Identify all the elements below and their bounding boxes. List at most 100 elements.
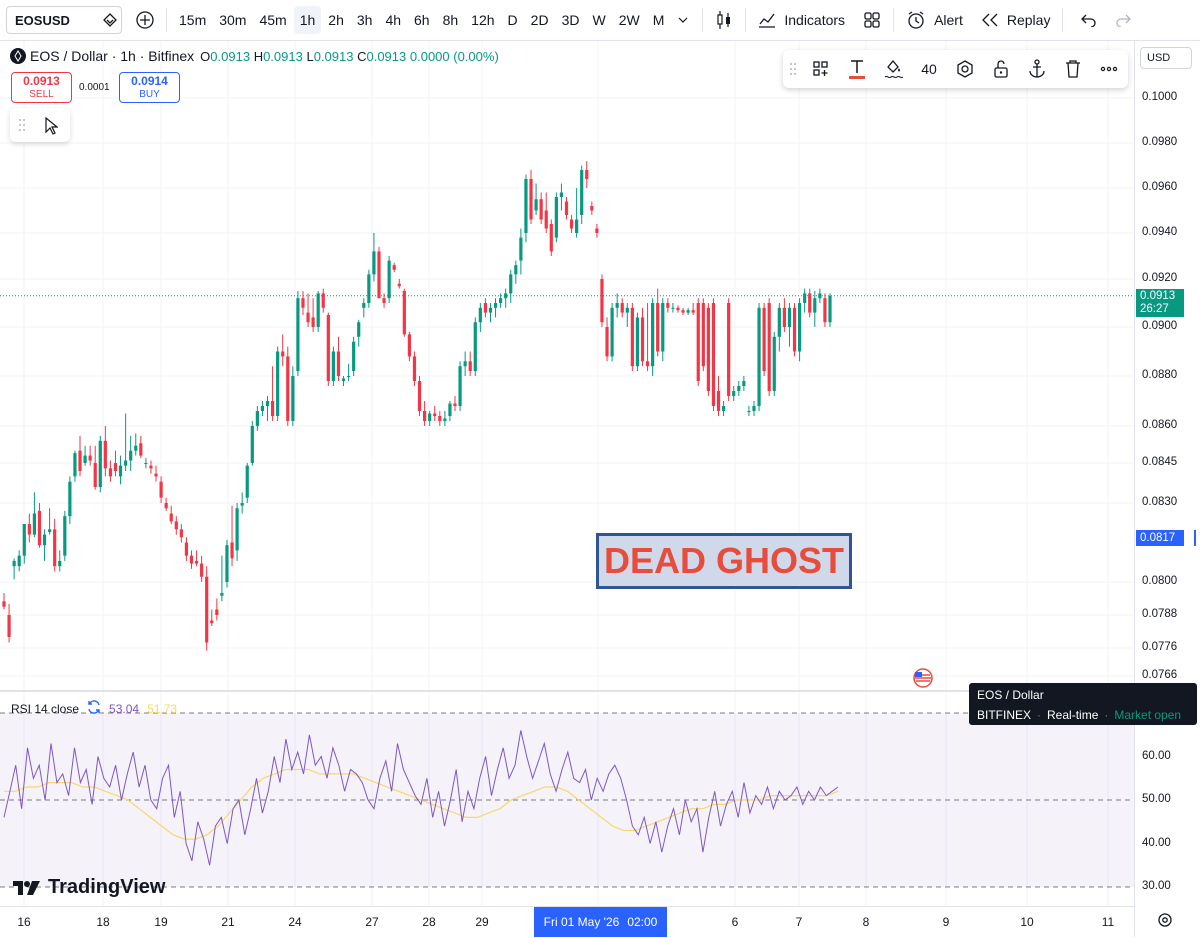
- candle[interactable]: [559, 183, 564, 211]
- candle[interactable]: [569, 215, 574, 233]
- candle[interactable]: [645, 303, 650, 372]
- symbol-name[interactable]: EOSUSD: [15, 12, 70, 28]
- candle[interactable]: [818, 288, 822, 303]
- redo-icon[interactable]: [1109, 6, 1137, 34]
- candle[interactable]: [742, 376, 746, 391]
- undo-icon[interactable]: [1075, 6, 1103, 34]
- candle[interactable]: [118, 455, 123, 485]
- interval-d[interactable]: D: [507, 12, 518, 28]
- candle[interactable]: [605, 317, 609, 362]
- chevron-down-icon[interactable]: [670, 6, 696, 34]
- cursor-arrow-icon[interactable]: [44, 116, 59, 140]
- drag-handle-icon[interactable]: [18, 118, 26, 137]
- trash-icon[interactable]: [1055, 53, 1091, 85]
- candle[interactable]: [590, 201, 594, 216]
- candle[interactable]: [473, 317, 477, 376]
- candle[interactable]: [661, 298, 665, 362]
- candle[interactable]: [488, 303, 493, 323]
- candle[interactable]: [276, 346, 280, 421]
- candle[interactable]: [346, 363, 351, 381]
- buy-button[interactable]: 0.0914 BUY: [119, 72, 180, 103]
- currency-button[interactable]: USD: [1140, 47, 1192, 69]
- interval-30m[interactable]: 30m: [219, 12, 247, 28]
- candle[interactable]: [311, 298, 315, 332]
- candle[interactable]: [134, 433, 138, 456]
- candle[interactable]: [220, 555, 224, 602]
- interval-4h[interactable]: 4h: [385, 12, 402, 28]
- candle[interactable]: [823, 293, 827, 327]
- candle[interactable]: [194, 550, 199, 567]
- candle[interactable]: [93, 445, 97, 490]
- candle[interactable]: [27, 513, 31, 543]
- interval-3h[interactable]: 3h: [356, 12, 373, 28]
- candle[interactable]: [377, 246, 381, 299]
- candle[interactable]: [412, 351, 417, 387]
- candle[interactable]: [407, 331, 411, 362]
- indicators-button[interactable]: Indicators: [752, 6, 851, 34]
- rsi-pane[interactable]: [0, 712, 1134, 888]
- interval-1h[interactable]: 1h: [293, 6, 322, 34]
- interval-3d[interactable]: 3D: [561, 12, 580, 28]
- candle[interactable]: [367, 269, 371, 308]
- candle[interactable]: [478, 303, 482, 332]
- candle[interactable]: [615, 293, 619, 318]
- candle[interactable]: [149, 460, 153, 474]
- candle[interactable]: [225, 539, 229, 588]
- interval-2d[interactable]: 2D: [530, 12, 549, 28]
- candle[interactable]: [666, 298, 670, 313]
- lock-icon[interactable]: [983, 53, 1019, 85]
- candle[interactable]: [803, 288, 807, 313]
- candle[interactable]: [78, 435, 82, 477]
- candle[interactable]: [509, 269, 513, 303]
- candle[interactable]: [711, 298, 716, 411]
- candle[interactable]: [696, 298, 700, 386]
- candle[interactable]: [524, 174, 528, 243]
- candle[interactable]: [625, 303, 629, 327]
- candle[interactable]: [433, 406, 437, 421]
- candle[interactable]: [610, 303, 614, 362]
- candle[interactable]: [671, 303, 675, 313]
- candle[interactable]: [73, 450, 77, 482]
- text-annotation[interactable]: DEAD GHOST: [596, 533, 852, 589]
- candle[interactable]: [787, 303, 792, 347]
- candle[interactable]: [585, 161, 589, 188]
- candle[interactable]: [7, 604, 11, 643]
- candle[interactable]: [539, 192, 543, 225]
- candle[interactable]: [164, 497, 168, 511]
- compare-add-icon[interactable]: [130, 6, 160, 34]
- candle[interactable]: [189, 550, 194, 569]
- candle[interactable]: [721, 401, 726, 416]
- candle[interactable]: [124, 413, 128, 472]
- candle[interactable]: [321, 288, 325, 313]
- font-size-value[interactable]: 40: [921, 61, 937, 77]
- candle[interactable]: [392, 262, 396, 273]
- candle[interactable]: [326, 312, 330, 386]
- candle[interactable]: [514, 260, 518, 284]
- candle[interactable]: [737, 381, 741, 396]
- candle[interactable]: [250, 421, 254, 466]
- price-chart[interactable]: [0, 41, 1134, 937]
- candle[interactable]: [331, 346, 335, 386]
- candle[interactable]: [813, 291, 817, 327]
- candle[interactable]: [534, 183, 538, 216]
- candle[interactable]: [103, 426, 107, 477]
- alert-button[interactable]: Alert: [900, 6, 969, 34]
- candle[interactable]: [630, 303, 634, 372]
- candle[interactable]: [504, 288, 508, 308]
- candle[interactable]: [747, 406, 751, 416]
- candle[interactable]: [701, 298, 705, 372]
- candle[interactable]: [438, 411, 442, 426]
- candle[interactable]: [752, 401, 756, 416]
- candle[interactable]: [792, 303, 797, 357]
- candle[interactable]: [767, 298, 771, 396]
- candle[interactable]: [296, 291, 300, 376]
- interval-2w[interactable]: 2W: [618, 12, 640, 28]
- candle[interactable]: [640, 307, 645, 367]
- candle[interactable]: [205, 566, 209, 651]
- candle[interactable]: [691, 303, 695, 315]
- candle[interactable]: [316, 291, 320, 332]
- candle[interactable]: [129, 435, 133, 471]
- candle[interactable]: [255, 406, 259, 431]
- candle[interactable]: [139, 435, 143, 459]
- candle[interactable]: [656, 288, 660, 357]
